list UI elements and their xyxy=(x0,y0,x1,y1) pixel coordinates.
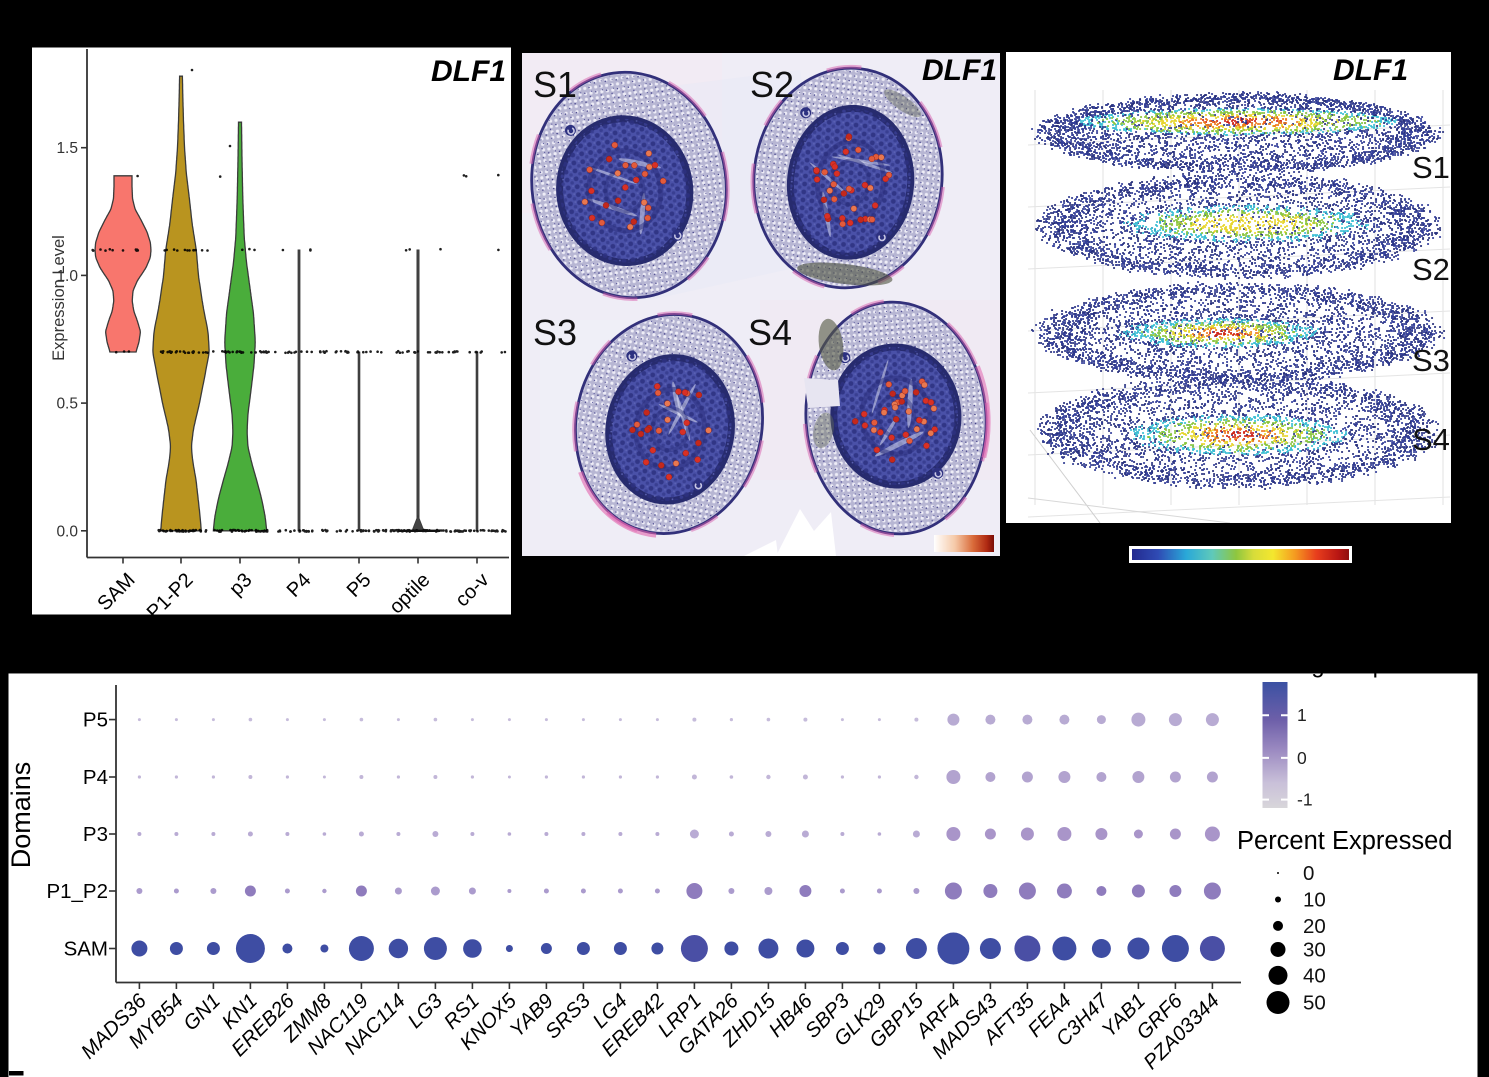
svg-text:S4: S4 xyxy=(1412,422,1450,457)
svg-text:0: 0 xyxy=(1303,862,1314,885)
svg-text:1.5: 1.5 xyxy=(56,140,78,157)
svg-text:DLF1: DLF1 xyxy=(431,55,506,88)
svg-text:DLF1: DLF1 xyxy=(1333,54,1408,87)
svg-text:0: 0 xyxy=(1297,748,1307,768)
svg-text:50: 50 xyxy=(1303,992,1326,1015)
svg-text:Percent Expressed: Percent Expressed xyxy=(1237,827,1452,855)
svg-text:S3: S3 xyxy=(1412,343,1450,378)
svg-text:P5: P5 xyxy=(83,709,108,732)
svg-text:40: 40 xyxy=(1303,964,1326,987)
svg-text:S1: S1 xyxy=(1412,150,1450,185)
svg-text:20: 20 xyxy=(1303,915,1326,938)
svg-text:Domains: Domains xyxy=(6,762,36,869)
svg-text:0.5: 0.5 xyxy=(56,396,78,413)
svg-text:SAM: SAM xyxy=(64,938,108,961)
svg-text:30: 30 xyxy=(1303,939,1326,962)
svg-text:S2: S2 xyxy=(750,64,794,105)
svg-text:0.0: 0.0 xyxy=(56,523,78,540)
svg-text:S1: S1 xyxy=(533,64,577,105)
svg-text:1.0: 1.0 xyxy=(56,268,78,285)
svg-text:P1_P2: P1_P2 xyxy=(46,880,108,903)
svg-text:DLF1: DLF1 xyxy=(922,54,997,87)
svg-text:-1: -1 xyxy=(1297,790,1313,810)
svg-text:Expression Level: Expression Level xyxy=(50,235,68,361)
svg-text:10: 10 xyxy=(1303,889,1326,912)
svg-text:S3: S3 xyxy=(533,312,577,353)
svg-text:P3: P3 xyxy=(83,823,108,846)
svg-text:1: 1 xyxy=(1297,705,1307,725)
svg-text:S2: S2 xyxy=(1412,252,1450,287)
svg-text:S4: S4 xyxy=(748,312,792,353)
svg-text:P4: P4 xyxy=(83,766,108,789)
svg-text:Average Expression: Average Expression xyxy=(1249,652,1463,679)
